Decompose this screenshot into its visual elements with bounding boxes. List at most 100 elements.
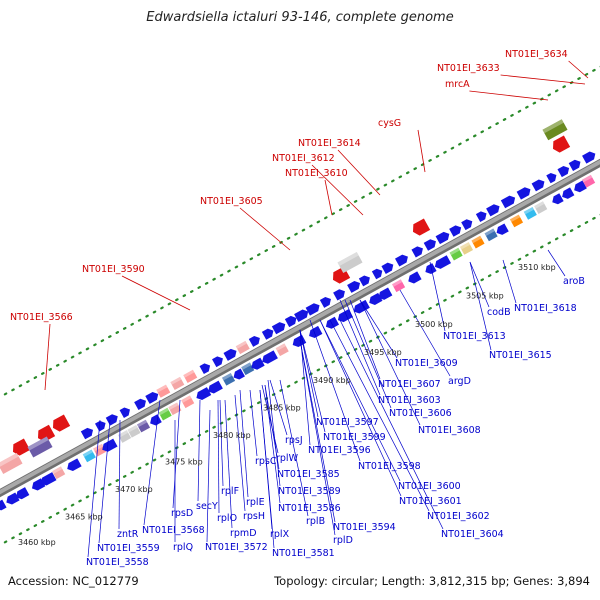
upper-gene-label: NT01EI_3614 <box>298 138 361 149</box>
upper-label-leader <box>417 129 426 173</box>
forward-gene-arrow <box>347 280 361 293</box>
forward-gene-arrow <box>294 309 309 323</box>
forward-gene-arrow <box>284 315 297 328</box>
lower-label-leader <box>359 299 398 359</box>
forward-rna-feature <box>170 376 185 391</box>
lower-gene-arrow <box>262 350 278 364</box>
lower-gene-label: rpsH <box>243 511 265 522</box>
lower-label-leader <box>217 399 220 514</box>
forward-gene-arrow <box>305 303 320 316</box>
lower-label-leader <box>502 259 517 304</box>
lower-dot-track <box>0 213 600 547</box>
forward-gene-arrow <box>319 296 331 308</box>
reverse-gene-arrow <box>552 135 571 153</box>
lower-label-leader <box>469 261 490 308</box>
lower-gene-label: NT01EI_3586 <box>278 503 341 514</box>
kbp-tick-label: 3470 kbp <box>115 485 153 494</box>
lower-gene-arrow <box>408 271 422 284</box>
lower-gene-label: NT01EI_3599 <box>323 432 386 443</box>
forward-gene-arrow <box>145 391 159 404</box>
upper-label-leader <box>500 74 586 85</box>
lower-gene-arrow <box>102 438 118 452</box>
lower-gene-arrow <box>574 180 587 193</box>
lower-label-leader <box>264 384 281 504</box>
upper-gene-label: NT01EI_3590 <box>82 264 145 275</box>
genome-stats-text: Topology: circular; Length: 3,812,315 bp… <box>274 574 590 588</box>
forward-gene-arrow <box>411 246 423 258</box>
lower-gene-label: rpmD <box>230 528 257 539</box>
forward-gene-arrow <box>333 289 345 301</box>
upper-gene-label: cysG <box>378 118 401 129</box>
lower-gene-label: rpsJ <box>285 435 303 446</box>
lower-feature-box <box>509 214 524 228</box>
lower-label-leader <box>279 379 309 517</box>
upper-label-leader <box>568 60 589 79</box>
lower-gene-label: NT01EI_3602 <box>427 511 490 522</box>
lower-gene-arrow <box>337 309 353 323</box>
forward-gene-arrow <box>358 275 370 287</box>
lower-gene-arrow <box>496 223 509 235</box>
feature-tracks <box>0 119 596 511</box>
lower-feature-box <box>52 466 66 480</box>
forward-gene-arrow <box>381 262 394 274</box>
forward-gene-arrow <box>261 328 274 340</box>
lower-feature-box <box>168 402 182 416</box>
lower-gene-label: NT01EI_3598 <box>358 461 421 472</box>
upper-feature-box <box>27 436 53 458</box>
forward-gene-arrow <box>199 363 211 375</box>
lower-label-leader <box>329 319 430 512</box>
upper-label-leader <box>324 179 333 216</box>
lower-gene-label: NT01EI_3596 <box>308 445 371 456</box>
lower-gene-label: NT01EI_3609 <box>395 358 458 369</box>
lower-gene-arrow <box>67 458 82 472</box>
lower-gene-label: NT01EI_3594 <box>333 522 396 533</box>
lower-gene-label: NT01EI_3618 <box>514 303 577 314</box>
lower-label-leader <box>172 399 181 509</box>
forward-gene-arrow <box>105 414 118 426</box>
lower-label-leader <box>309 319 361 462</box>
lower-label-leader <box>143 399 161 526</box>
lower-gene-arrow <box>378 287 393 300</box>
lower-label-leader <box>259 389 275 549</box>
upper-feature-box <box>542 119 568 141</box>
lower-label-leader <box>269 379 288 436</box>
lower-label-leader <box>224 399 233 529</box>
lower-gene-arrow <box>40 472 57 486</box>
forward-gene-arrow <box>119 407 130 418</box>
forward-gene-arrow <box>95 420 106 432</box>
lower-gene-arrow <box>16 487 30 500</box>
lower-feature-box <box>241 362 255 376</box>
kbp-tick-label: 3460 kbp <box>18 538 56 547</box>
lower-feature-box <box>118 430 132 443</box>
forward-gene-arrow <box>271 322 286 335</box>
forward-gene-arrow <box>449 225 462 237</box>
lower-label-leader <box>349 299 381 380</box>
lower-gene-label: rplD <box>333 535 353 546</box>
forward-rna-feature <box>183 369 198 383</box>
lower-gene-label: NT01EI_3603 <box>378 395 441 406</box>
lower-label-leader <box>299 329 326 433</box>
upper-gene-label: NT01EI_3633 <box>437 63 500 74</box>
lower-gene-arrow <box>562 187 575 199</box>
kbp-tick-label: 3475 kbp <box>165 457 203 466</box>
lower-label-leader <box>319 319 402 497</box>
lower-label-leader <box>339 319 444 530</box>
forward-gene-arrow <box>531 179 545 192</box>
accession-text: Accession: NC_012779 <box>8 574 139 588</box>
lower-feature-box <box>459 242 474 255</box>
lower-gene-arrow <box>309 325 323 339</box>
lower-gene-label: NT01EI_3615 <box>489 350 552 361</box>
forward-gene-arrow <box>223 348 237 361</box>
forward-rna-feature <box>156 384 171 398</box>
reverse-gene-arrow <box>37 424 56 442</box>
lower-gene-arrow <box>208 380 223 394</box>
lower-gene-label: NT01EI_3608 <box>418 425 481 436</box>
lower-gene-label: NT01EI_3597 <box>316 417 379 428</box>
lower-label-leader <box>344 299 392 409</box>
kbp-tick-label: 3500 kbp <box>415 320 453 329</box>
lower-gene-arrow <box>196 387 212 400</box>
lower-gene-label: secY <box>196 501 218 512</box>
lower-gene-label: NT01EI_3581 <box>272 548 335 559</box>
lower-gene-label: NT01EI_3600 <box>398 481 461 492</box>
